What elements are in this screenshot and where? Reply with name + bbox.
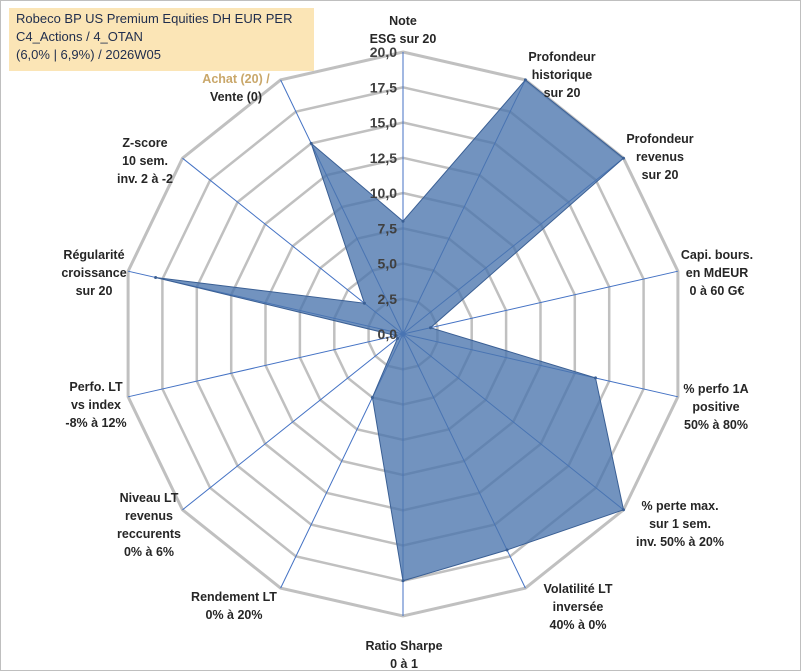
axis-label: Capi. bours. en MdEUR 0 à 60 G€ — [681, 248, 753, 298]
data-point — [394, 334, 398, 338]
axis-label-line: en MdEUR — [686, 266, 749, 280]
chart-title-line-1: Robeco BP US Premium Equities DH EUR PER — [16, 11, 293, 26]
tick-label: 7,5 — [378, 220, 398, 236]
tick-label: 17,5 — [370, 79, 397, 95]
data-point — [309, 141, 313, 145]
data-point — [622, 156, 625, 160]
axis-label-line: Perfo. LT — [69, 380, 123, 394]
axis-label-line: Rendement LT — [191, 590, 277, 604]
data-point — [401, 579, 405, 583]
axis-label-line: 0% à 6% — [124, 545, 174, 559]
axis-label: Rendement LT 0% à 20% — [191, 590, 277, 622]
data-point — [396, 336, 399, 340]
axis-label-line: 0 à 1 — [390, 657, 418, 671]
axis-label: Perfo. LT vs index -8% à 12% — [65, 380, 126, 430]
axis-label-line: 0% à 20% — [206, 608, 263, 622]
axis-label-line: inversée — [553, 600, 604, 614]
data-point — [401, 219, 405, 223]
axis-label-line: Profondeur — [626, 132, 693, 146]
data-point — [370, 396, 374, 399]
axis-label-line: sur 1 sem. — [649, 517, 711, 531]
axis-label-line: Note — [389, 14, 417, 28]
data-point — [429, 326, 432, 330]
axis-label: Ratio Sharpe 0 à 1 — [365, 639, 442, 671]
axis-label-line: ESG sur 20 — [370, 32, 437, 46]
axis-label-line: Vente (0) — [210, 90, 262, 104]
axis-label: Régularité croissance sur 20 — [61, 248, 126, 298]
data-point — [362, 301, 366, 305]
axis-label-line: Capi. bours. — [681, 248, 753, 262]
tick-label: 20,0 — [370, 44, 397, 60]
axis-label-line: sur 20 — [544, 86, 581, 100]
tick-label: 12,5 — [370, 150, 397, 166]
axis-label-line: Profondeur — [528, 50, 595, 64]
axis-label-line: 50% à 80% — [684, 418, 748, 432]
axis-label: % perfo 1A positive 50% à 80% — [683, 382, 748, 432]
tick-label: 5,0 — [378, 256, 398, 272]
axis-label: Profondeur historique sur 20 — [528, 50, 595, 100]
chart-title-line-3: (6,0% | 6,9%) / 2026W05 — [16, 47, 162, 62]
radial-tick-labels: 0,0 2,5 5,0 7,5 10,0 12,5 15,0 17,5 20,0 — [370, 44, 397, 342]
chart-title-box: Robeco BP US Premium Equities DH EUR PER… — [9, 8, 314, 71]
axis-label-line: reccurents — [117, 527, 181, 541]
tick-label: 2,5 — [378, 291, 398, 307]
tick-label: 10,0 — [370, 185, 397, 201]
axis-label-line-muted: Achat (20) / — [202, 72, 270, 86]
axis-label-line: Ratio Sharpe — [365, 639, 442, 653]
axis-label-line: revenus — [636, 150, 684, 164]
axis-label-line: positive — [692, 400, 739, 414]
axis-label: Niveau LT revenus reccurents 0% à 6% — [117, 491, 181, 559]
axis-label-line: croissance — [61, 266, 126, 280]
axis-label-line: -8% à 12% — [65, 416, 126, 430]
chart-title-line-2: C4_Actions / 4_OTAN — [16, 29, 143, 44]
axis-spoke — [127, 333, 404, 398]
axis-label-line: % perfo 1A — [683, 382, 748, 396]
axis-label-line: revenus — [125, 509, 173, 523]
axis-label-line: inv. 2 à -2 — [117, 172, 173, 186]
axis-label: Profondeur revenus sur 20 — [626, 132, 693, 182]
axis-label-line: sur 20 — [642, 168, 679, 182]
axis-label-line: historique — [532, 68, 592, 82]
tick-label: 0,0 — [378, 326, 398, 342]
axis-label-line: Niveau LT — [120, 491, 179, 505]
tick-label: 15,0 — [370, 115, 397, 131]
data-point — [594, 376, 597, 380]
axis-label-line: sur 20 — [76, 284, 113, 298]
axis-label-line: inv. 50% à 20% — [636, 535, 724, 549]
axis-label: Z-score 10 sem. inv. 2 à -2 — [117, 136, 173, 186]
axis-label: Note ESG sur 20 — [370, 14, 437, 46]
axis-label-line: Volatilité LT — [544, 582, 613, 596]
axis-label: Volatilité LT inversée 40% à 0% — [544, 582, 613, 632]
axis-spoke — [402, 270, 679, 335]
axis-label-line: Régularité — [63, 248, 124, 262]
axis-label-line: % perte max. — [641, 499, 718, 513]
axis-label-line: 0 à 60 G€ — [690, 284, 745, 298]
axis-spoke — [182, 333, 404, 511]
data-point — [622, 508, 625, 512]
data-point — [154, 276, 158, 279]
axis-label: % perte max. sur 1 sem. inv. 50% à 20% — [636, 499, 724, 549]
axis-label-line: 10 sem. — [122, 154, 168, 168]
axis-label-line: 40% à 0% — [550, 618, 607, 632]
axis-label-line: vs index — [71, 398, 121, 412]
data-point — [523, 78, 527, 82]
axis-labels: Note ESG sur 20 Profondeur historique sur 20… — [61, 14, 753, 671]
radar-data — [154, 78, 625, 583]
axis-label-line: Z-score — [122, 136, 167, 150]
data-point — [505, 548, 509, 552]
